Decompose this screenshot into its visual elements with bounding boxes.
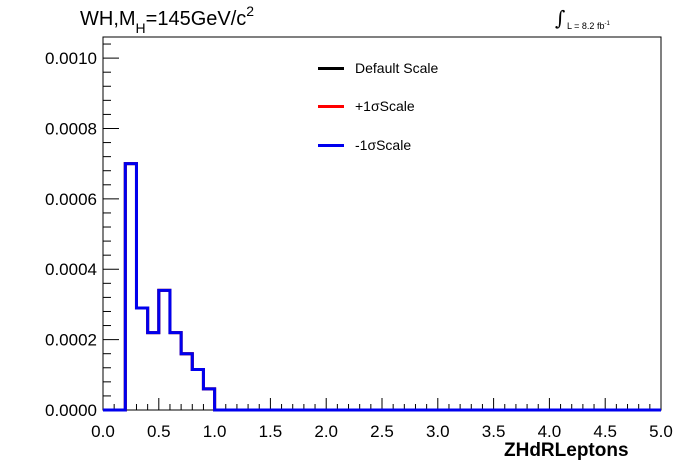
legend-line-default [318,66,344,70]
legend-label-plus-sigma: +1σScale [355,98,415,114]
legend-entry-minus-sigma: -1σScale [318,135,411,155]
series-line-0 [103,162,661,412]
x-tick-label: 0.0 [91,422,115,441]
legend-line-minus-sigma [318,143,344,147]
legend-label-default: Default Scale [355,60,439,76]
x-tick-label: 0.5 [147,422,171,441]
tick-labels: 0.0 0.5 1.0 1.5 2.0 2.5 3.0 3.5 4.0 4.5 5.0 0.0000 0… [45,49,673,441]
title-main: WH,M [80,8,136,30]
legend-entry-default: Default Scale [318,58,438,78]
luminosity-text: L = 8.2 fb [567,21,605,31]
integral-symbol: ∫ [555,6,566,30]
y-tick-label: 0.0006 [45,190,97,209]
chart-title: WH,MH=145GeV/c2 [80,3,254,36]
x-tick-label: 3.0 [426,422,450,441]
series-line-1 [103,162,661,412]
legend-line-plus-sigma [318,104,344,108]
series-line-2 [103,162,661,412]
y-tick-label: 0.0004 [45,260,97,279]
title-subscript: H [135,20,146,36]
y-tick-label: 0.0008 [45,119,97,138]
luminosity-superscript: -1 [604,21,610,27]
title-rest: =145GeV/c [145,8,247,30]
x-tick-label: 2.5 [370,422,394,441]
y-tick-label: 0.0002 [45,331,97,350]
x-tick-label: 4.5 [593,422,617,441]
x-tick-label: 2.0 [314,422,338,441]
legend: Default Scale +1σScale -1σScale [318,58,518,168]
title-superscript: 2 [246,3,255,19]
legend-label-minus-sigma: -1σScale [355,137,412,153]
x-tick-label: 4.0 [538,422,562,441]
x-tick-label: 1.5 [259,422,283,441]
x-axis-label: ZHdRLeptons [504,440,629,461]
y-tick-label: 0.0010 [45,49,97,68]
series-group [103,162,661,412]
x-tick-label: 5.0 [649,422,673,441]
x-tick-label: 3.5 [482,422,506,441]
x-tick-label: 1.0 [203,422,227,441]
legend-entry-plus-sigma: +1σScale [318,96,415,116]
y-tick-label: 0.0000 [45,401,97,420]
